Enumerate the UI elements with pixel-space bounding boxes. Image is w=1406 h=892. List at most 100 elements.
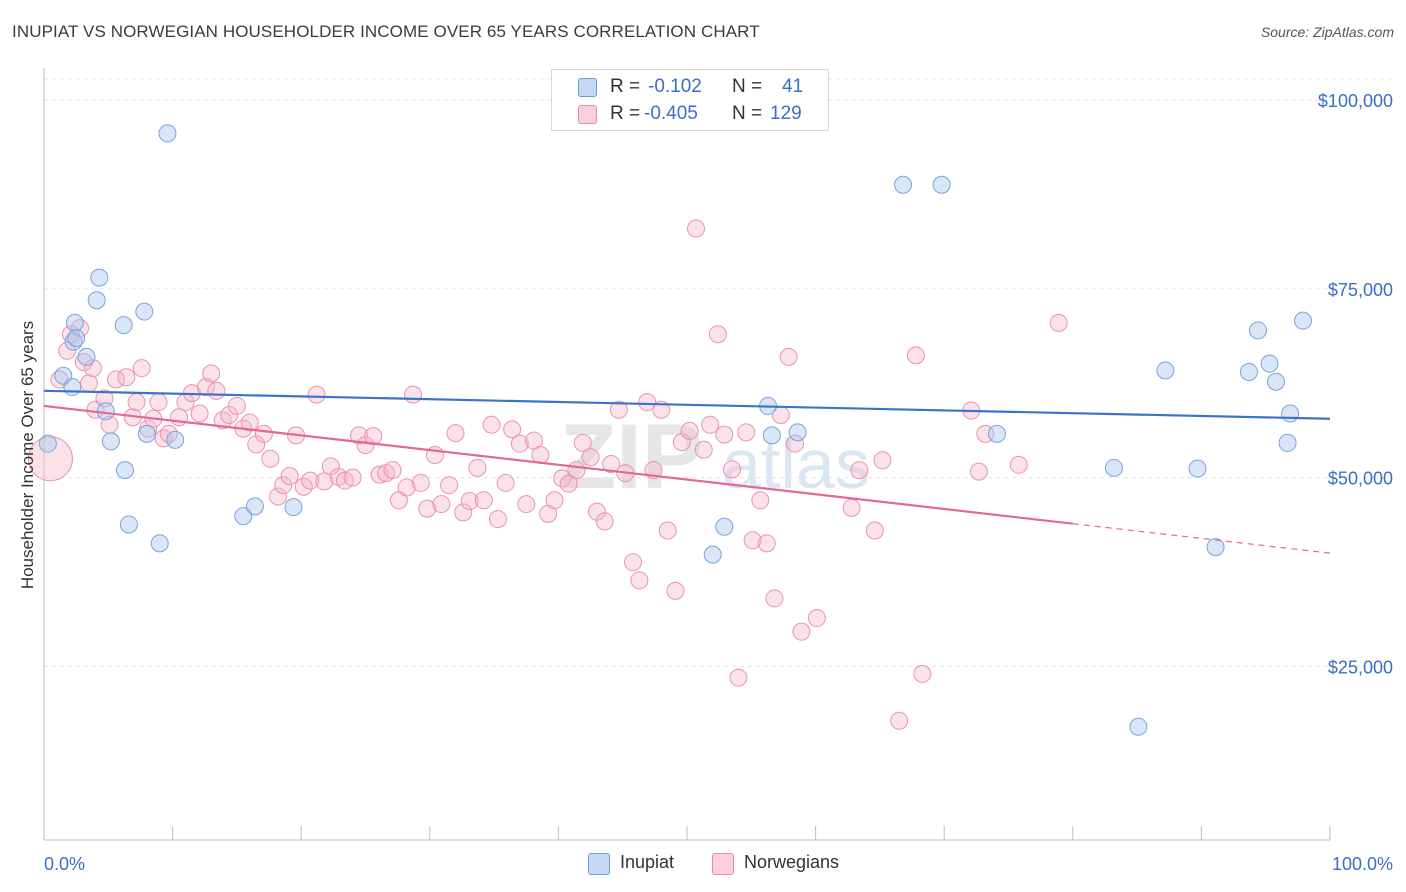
axes xyxy=(43,68,1331,841)
norwegians-point xyxy=(95,389,114,408)
norwegians-point xyxy=(609,400,628,419)
norwegians-point xyxy=(397,478,416,497)
norwegians-point xyxy=(587,502,606,521)
norwegians-point xyxy=(350,426,369,445)
norwegians-point xyxy=(765,589,784,608)
inupiat-point xyxy=(245,497,264,516)
norwegians-point xyxy=(545,491,564,510)
watermark: ZIP atlas xyxy=(560,406,870,508)
bottom-legend-label-norwegians: Norwegians xyxy=(744,852,840,872)
legend-r-label: R = xyxy=(610,103,641,124)
legend-swatch-inupiat xyxy=(578,78,597,97)
norwegians-point xyxy=(343,468,362,487)
inupiat-point xyxy=(715,517,734,536)
legend-swatch-norwegians xyxy=(578,105,597,124)
norwegians-point xyxy=(743,531,762,550)
norwegians-point xyxy=(227,396,246,415)
norwegians-point xyxy=(496,473,515,492)
norwegians-point xyxy=(517,495,536,514)
x-tick-label: 100.0% xyxy=(1332,854,1393,874)
inupiat-point xyxy=(1188,459,1207,478)
inupiat-point xyxy=(63,378,82,397)
norwegians-point xyxy=(873,451,892,470)
norwegians-point xyxy=(454,503,473,522)
legend-r-value: -0.405 xyxy=(644,103,698,124)
legend-r-value: -0.102 xyxy=(648,76,702,97)
norwegians-point xyxy=(383,461,402,480)
inupiat-point xyxy=(894,175,913,194)
norwegians-point xyxy=(913,664,932,683)
norwegians-point xyxy=(197,378,216,397)
norwegians-trend-line-extension xyxy=(1072,523,1331,554)
source-label: Source: ZipAtlas.com xyxy=(1260,24,1394,40)
norwegians-point xyxy=(220,405,239,424)
bottom-legend-norwegians: Norwegians xyxy=(712,852,862,876)
bottom-legend-label-inupiat: Inupiat xyxy=(620,852,675,872)
norwegians-point xyxy=(559,474,578,493)
tick-labels: $25,000 $50,000 $75,000 $100,000 0.0% 100.0% xyxy=(44,91,1393,874)
norwegians-point xyxy=(432,495,451,514)
inupiat-point xyxy=(1260,354,1279,373)
norwegians-point xyxy=(602,455,621,474)
inupiat-point xyxy=(114,316,133,335)
norwegians-point xyxy=(315,472,334,491)
norwegians-point xyxy=(715,425,734,444)
norwegians-point xyxy=(865,521,884,540)
norwegians-point xyxy=(658,521,677,540)
norwegians-point xyxy=(468,458,487,477)
x-tick-label: 0.0% xyxy=(44,854,85,874)
gridlines xyxy=(44,78,1392,667)
norwegians-point xyxy=(687,219,706,238)
data-points xyxy=(27,124,1312,736)
norwegians-point xyxy=(573,433,592,452)
inupiat-point xyxy=(67,328,86,347)
inupiat-point xyxy=(1104,458,1123,477)
legend-row-inupiat: R = -0.102 N = 41 xyxy=(552,74,828,100)
legend-r-label: R = xyxy=(610,76,641,97)
inupiat-point xyxy=(1281,404,1300,423)
norwegians-trend-line xyxy=(43,404,1073,525)
norwegians-point xyxy=(149,393,168,412)
norwegians-point xyxy=(240,413,259,432)
norwegians-point xyxy=(1049,313,1068,332)
norwegians-point xyxy=(723,460,742,479)
inupiat-point xyxy=(90,268,109,287)
norwegians-point xyxy=(969,462,988,481)
norwegians-point xyxy=(779,347,798,366)
norwegians-point xyxy=(701,415,720,434)
y-axis-label: Householder Income Over 65 years xyxy=(18,321,37,589)
inupiat-point xyxy=(932,175,951,194)
norwegians-point xyxy=(503,420,522,439)
norwegians-point xyxy=(27,436,73,482)
norwegians-point xyxy=(321,457,340,476)
inupiat-point xyxy=(1266,372,1285,391)
norwegians-point xyxy=(202,364,221,383)
norwegians-point xyxy=(680,421,699,440)
y-tick-label: $25,000 xyxy=(1328,657,1393,677)
inupiat-point xyxy=(101,432,120,451)
bottom-legend-swatch-inupiat xyxy=(588,853,610,875)
norwegians-point xyxy=(1009,455,1028,474)
norwegians-point xyxy=(482,415,501,434)
norwegians-point xyxy=(807,609,826,628)
watermark-zip: ZIP xyxy=(560,406,703,508)
norwegians-point xyxy=(274,476,293,495)
y-tick-label: $100,000 xyxy=(1318,91,1393,111)
norwegians-point xyxy=(280,467,299,486)
norwegians-point xyxy=(117,368,136,387)
norwegians-point xyxy=(567,461,586,480)
norwegians-point xyxy=(247,435,266,454)
norwegians-point xyxy=(261,449,280,468)
inupiat-point xyxy=(1248,321,1267,340)
norwegians-point xyxy=(307,385,326,404)
stats-legend: R = -0.102 N = 41 R = -0.405 N = 129 xyxy=(551,69,829,131)
norwegians-point xyxy=(792,622,811,641)
norwegians-point xyxy=(440,476,459,495)
norwegians-point xyxy=(890,711,909,730)
legend-n-label: N = xyxy=(732,76,763,97)
norwegians-point xyxy=(127,393,146,412)
legend-row-norwegians: R = -0.405 N = 129 xyxy=(552,101,828,127)
norwegians-point xyxy=(737,423,756,442)
inupiat-point xyxy=(135,302,154,321)
